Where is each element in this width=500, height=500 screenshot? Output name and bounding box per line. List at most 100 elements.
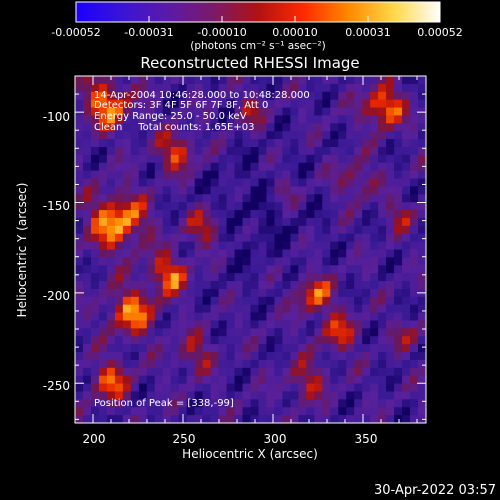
heatmap-cell [274,281,284,290]
heatmap-cell [338,202,347,211]
heatmap-cell [186,91,196,101]
heatmap-cell [338,257,347,266]
heatmap-cell [130,328,140,337]
heatmap-cell [202,194,212,203]
heatmap-cell [130,162,140,172]
heatmap-cell [154,344,164,353]
heatmap-cell [250,281,260,290]
heatmap-cell [82,115,92,124]
heatmap-cell [394,320,403,329]
heatmap-cell [394,194,403,203]
heatmap-cell [266,217,276,227]
heatmap-cell [194,131,204,140]
heatmap-cell [186,273,196,282]
heatmap-cell [178,186,188,195]
heatmap-cell [98,312,108,322]
heatmap-cell [330,146,339,156]
heatmap-cell [306,76,315,85]
heatmap-cell [218,139,228,148]
heatmap-cell [234,225,244,235]
heatmap-cell [250,407,260,416]
heatmap-cell [162,99,172,109]
heatmap-cell [394,83,403,93]
heatmap-cell [138,76,148,85]
heatmap-cell [82,367,92,377]
heatmap-cell [410,241,419,251]
heatmap-cell [218,352,228,361]
heatmap-cell [186,320,196,329]
heatmap-cell [242,131,252,140]
heatmap-cell [338,320,347,329]
heatmap-cell [290,146,299,156]
heatmap-cell [258,154,268,164]
heatmap-cell [122,162,132,172]
heatmap-cell [250,146,260,156]
heatmap-cell [250,154,260,164]
heatmap-cell [178,154,188,164]
heatmap-cell [146,367,156,377]
heatmap-cell [258,123,268,132]
heatmap-cell [338,336,347,345]
heatmap-cell [290,375,299,385]
heatmap-cell [242,296,252,306]
heatmap-cell [314,399,323,408]
heatmap-cell [90,367,100,377]
heatmap-cell [378,265,387,274]
heatmap-cell [290,257,299,266]
heatmap-cell [418,170,426,180]
heatmap-cell [138,217,148,227]
heatmap-cell [75,265,84,274]
heatmap-cell [210,391,220,400]
heatmap-cell [306,344,315,353]
heatmap-cell [314,375,323,385]
heatmap-cell [106,281,116,290]
heatmap-cell [282,146,291,156]
heatmap-cell [162,375,172,385]
heatmap-cell [202,296,212,306]
heatmap-cell [402,391,411,400]
heatmap-cell [338,194,347,203]
heatmap-cell [138,281,148,290]
heatmap-cell [234,83,244,93]
heatmap-cell [170,288,180,298]
heatmap-cell [402,123,411,132]
heatmap-cell [258,399,268,408]
heatmap-cell [98,131,108,140]
heatmap-cell [146,391,156,400]
heatmap-cell [234,273,244,282]
heatmap-cell [290,139,299,148]
heatmap-cell [194,233,204,243]
heatmap-cell [130,344,140,353]
heatmap-cell [402,115,411,124]
heatmap-cell [122,76,132,85]
heatmap-cell [338,178,347,188]
heatmap-cell [202,154,212,164]
heatmap-cell [394,415,403,423]
heatmap-cell [186,154,196,164]
heatmap-cell [282,383,291,393]
heatmap-cell [210,296,220,306]
heatmap-cell [210,241,220,251]
heatmap-cell [282,288,291,298]
heatmap-cell [282,249,291,258]
heatmap-cell [154,383,164,393]
heatmap-cell [210,320,220,329]
heatmap-cell [98,407,108,416]
heatmap-cell [314,123,323,132]
heatmap-cell [410,99,419,109]
heatmap-cell [194,162,204,172]
heatmap-cell [170,107,180,117]
heatmap-cell [98,225,108,235]
heatmap-cell [162,312,172,322]
heatmap-cell [386,107,395,117]
heatmap-cell [75,328,84,337]
colorbar-units-label: (photons cm⁻² s⁻¹ asec⁻²) [190,40,325,52]
heatmap-cell [354,76,363,85]
heatmap-cell [250,257,260,266]
heatmap-cell [154,210,164,219]
heatmap-cell [258,281,268,290]
heatmap-cell [346,352,355,361]
heatmap-cell [274,312,284,322]
heatmap-cell [338,407,347,416]
heatmap-cell [370,194,379,203]
